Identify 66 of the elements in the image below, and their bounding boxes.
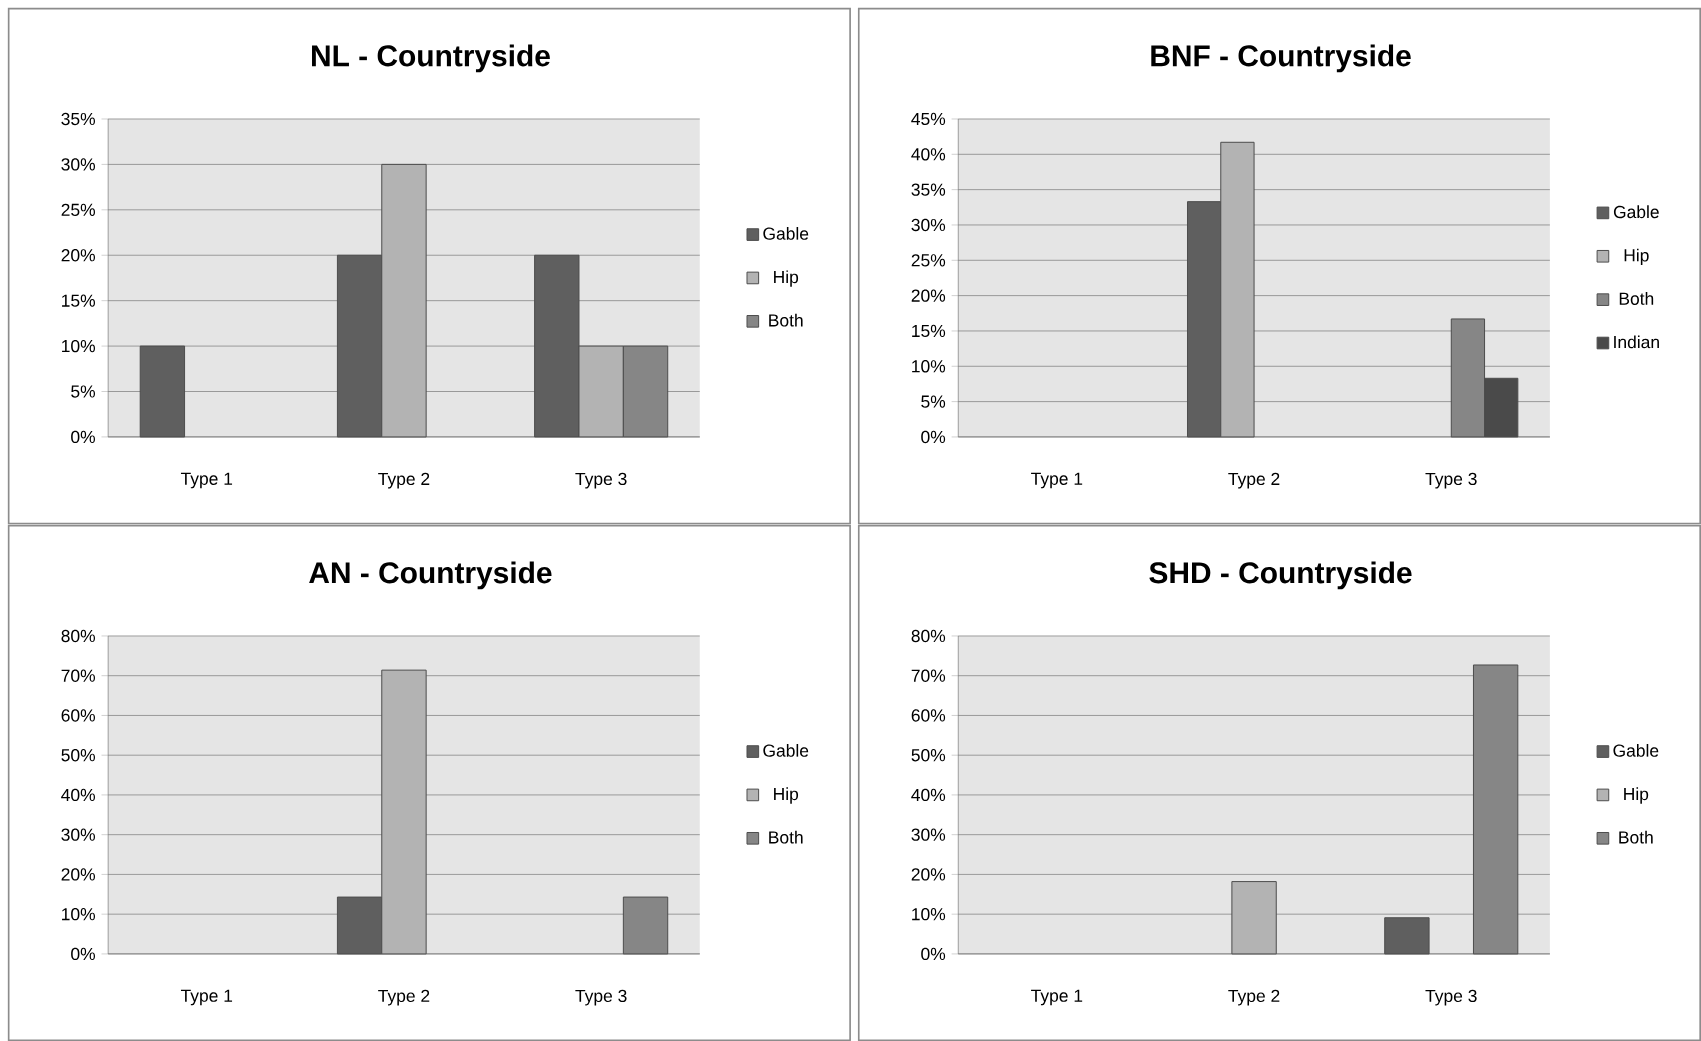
y-tick-label: 15% — [62, 294, 95, 307]
chart-title: BNF - Countryside — [1151, 44, 1411, 73]
y-tick-label: 0% — [71, 947, 96, 960]
y-tick-label: 5% — [921, 395, 946, 408]
y-tick-label: 80% — [61, 629, 95, 643]
x-tick-label: Type 1 — [1031, 472, 1083, 489]
y-tick-label: 30% — [61, 828, 95, 841]
y-tick-label: 20% — [61, 248, 95, 262]
y-tick-label: 45% — [911, 112, 946, 125]
legend-label: Hip — [774, 270, 799, 287]
y-tick-label: 0% — [921, 947, 946, 960]
y-tick-label: 35% — [911, 183, 946, 196]
x-tick-label: Type 1 — [180, 989, 233, 1006]
x-tick-label: Type 3 — [575, 472, 627, 489]
y-tick-label: 70% — [61, 669, 95, 682]
y-tick-label: 50% — [61, 748, 95, 762]
legend-label: Hip — [1624, 787, 1649, 804]
y-tick-label: 30% — [911, 218, 946, 232]
legend-label: Both — [1619, 291, 1654, 305]
x-tick-label: Type 1 — [180, 472, 233, 489]
legend-label: Both — [769, 830, 803, 844]
legend-label: Both — [769, 313, 803, 327]
y-tick-label: 35% — [61, 112, 95, 126]
y-tick-label: 0% — [71, 430, 96, 443]
y-tick-label: 15% — [912, 324, 946, 337]
y-tick-label: 50% — [911, 748, 946, 762]
x-tick-label: Type 2 — [378, 989, 430, 1006]
legend-label: Indian — [1614, 335, 1659, 349]
x-tick-label: Type 3 — [1425, 472, 1477, 489]
y-tick-label: 25% — [911, 254, 946, 267]
y-tick-label: 40% — [911, 788, 946, 801]
y-tick-label: 30% — [911, 828, 946, 841]
y-tick-label: 30% — [61, 158, 95, 171]
y-tick-label: 20% — [911, 289, 946, 302]
legend-label: Gable — [1613, 205, 1659, 219]
x-tick-label: Type 3 — [575, 989, 627, 1006]
y-tick-label: 25% — [61, 203, 95, 216]
y-tick-label: 40% — [61, 788, 95, 801]
x-tick-label: Type 2 — [1228, 989, 1280, 1006]
x-tick-label: Type 1 — [1031, 989, 1083, 1006]
legend-label: Hip — [1624, 248, 1649, 265]
x-tick-label: Type 3 — [1425, 989, 1477, 1006]
legend-label: Gable — [1613, 743, 1659, 757]
chart-title: AN - Countryside — [309, 561, 552, 590]
y-tick-label: 10% — [62, 907, 95, 921]
y-tick-label: 20% — [911, 868, 946, 881]
legend-label: Both — [1619, 830, 1653, 844]
legend-label: Hip — [774, 787, 799, 804]
legend-label: Gable — [763, 743, 809, 757]
y-tick-label: 10% — [912, 359, 946, 373]
y-tick-label: 40% — [911, 148, 946, 161]
y-tick-label: 80% — [911, 629, 946, 643]
bar — [139, 345, 186, 438]
y-tick-label: 60% — [61, 709, 95, 722]
x-tick-label: Type 2 — [378, 472, 430, 489]
legend-label: Gable — [763, 226, 809, 240]
y-tick-label: 20% — [61, 868, 95, 881]
y-tick-label: 5% — [71, 385, 96, 398]
y-tick-label: 0% — [921, 430, 946, 443]
y-tick-label: 60% — [911, 709, 946, 722]
chart-title: NL - Countryside — [312, 44, 550, 73]
y-tick-label: 10% — [62, 339, 95, 353]
chart-title: SHD - Countryside — [1149, 561, 1412, 590]
y-tick-label: 10% — [912, 907, 946, 921]
x-tick-label: Type 2 — [1228, 472, 1280, 489]
y-tick-label: 70% — [911, 669, 946, 682]
